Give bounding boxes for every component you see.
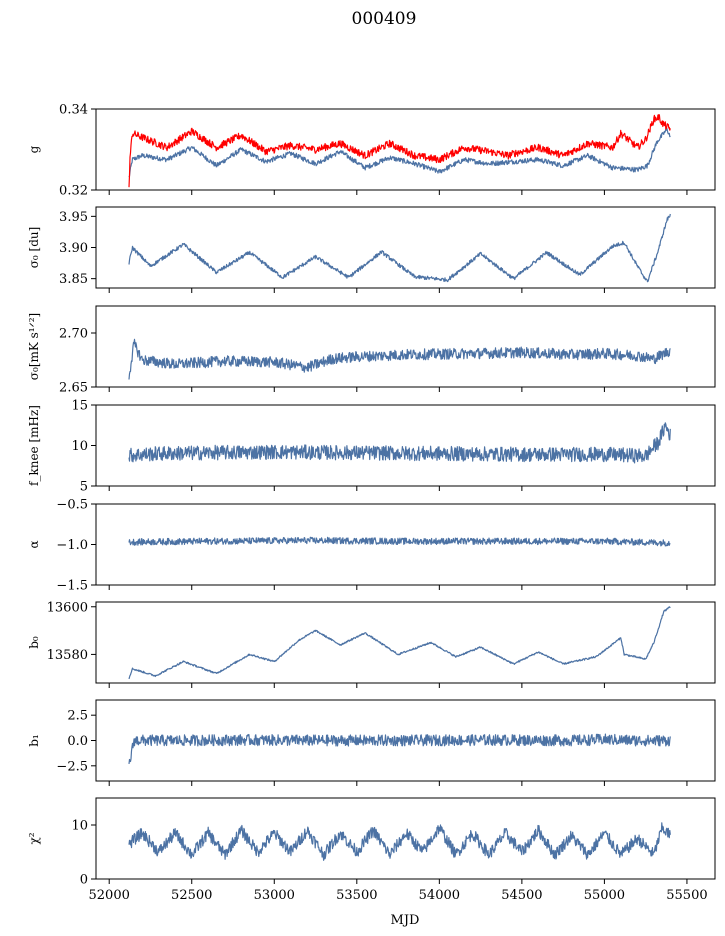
series-fknee xyxy=(128,422,671,464)
y-tick-label-fknee: 10 xyxy=(71,439,88,454)
panel-g: 0.32 0.34 g xyxy=(27,103,716,199)
panels: 0.32 0.34 g 3.85 3.90 3.95 σ₀ [du] 2.65 2.70 σ₀[m… xyxy=(27,103,716,903)
series-b0 xyxy=(128,606,671,680)
y-tick-label-sigma0-du: 3.85 xyxy=(59,272,88,287)
x-tick-label: 55000 xyxy=(584,888,625,903)
series-b1 xyxy=(128,733,671,764)
y-axis-label-b0: b₀ xyxy=(27,636,41,649)
axes-frame-sigma0-mk xyxy=(95,305,716,388)
y-tick-label-alpha: −1.5 xyxy=(56,579,88,594)
y-axis-label-sigma0-mk: σ₀[mK s¹ᐟ²] xyxy=(27,313,41,380)
y-axis-label-sigma0-du: σ₀ [du] xyxy=(27,227,41,269)
panel-sigma0-mk: 2.65 2.70 σ₀[mK s¹ᐟ²] xyxy=(27,305,716,396)
axes-frame-b0 xyxy=(95,601,716,684)
series-sigma0-du xyxy=(128,213,671,283)
x-tick-label: 54500 xyxy=(501,888,542,903)
panel-chi2: 0 10 52000 52500 53000 53500 54000 54500 55000 55… xyxy=(27,797,716,903)
y-tick-label-b1: 2.5 xyxy=(67,709,88,724)
x-tick-label: 53500 xyxy=(336,888,377,903)
y-tick-label-b0: 13580 xyxy=(47,648,88,663)
panel-fknee: 5 10 15 f_knee [mHz] xyxy=(27,399,716,495)
series-alpha xyxy=(128,536,671,547)
series-sigma0-mk xyxy=(128,338,671,380)
axes-frame-chi2 xyxy=(95,797,716,880)
y-axis-label-alpha: α xyxy=(27,540,41,548)
y-tick-label-fknee: 15 xyxy=(71,399,88,414)
y-tick-label-b1: 0.0 xyxy=(67,734,88,749)
y-tick-label-b0: 13600 xyxy=(47,600,88,615)
y-tick-label-alpha: −0.5 xyxy=(56,498,88,513)
y-axis-label-b1: b₁ xyxy=(27,734,41,747)
y-tick-label-chi2: 0 xyxy=(80,873,88,888)
panel-sigma0-du: 3.85 3.90 3.95 σ₀ [du] xyxy=(27,206,716,293)
x-tick-label: 52000 xyxy=(89,888,130,903)
series-chi2 xyxy=(128,822,671,861)
y-tick-label-sigma0-du: 3.95 xyxy=(59,210,88,225)
x-axis-label: MJD xyxy=(391,913,420,928)
y-tick-label-fknee: 5 xyxy=(80,480,88,495)
y-tick-label-sigma0-du: 3.90 xyxy=(59,241,88,256)
y-tick-label-alpha: −1.0 xyxy=(56,538,88,553)
panel-alpha: −1.5 −1.0 −0.5 α xyxy=(27,498,716,594)
y-tick-label-chi2: 10 xyxy=(71,819,88,834)
y-tick-label-sigma0-mk: 2.70 xyxy=(59,327,88,342)
y-axis-label-chi2: χ² xyxy=(27,832,41,844)
y-tick-label-g: 0.32 xyxy=(59,184,88,199)
panel-b0: 13580 13600 b₀ xyxy=(27,600,716,688)
y-axis-label-fknee: f_knee [mHz] xyxy=(27,405,41,486)
x-tick-label: 53000 xyxy=(254,888,295,903)
series-g-red xyxy=(128,114,671,188)
y-tick-label-b1: −2.5 xyxy=(56,759,88,774)
axes-frame-g xyxy=(95,108,716,191)
panel-b1: −2.5 0.0 2.5 b₁ xyxy=(27,699,716,786)
y-tick-label-g: 0.34 xyxy=(59,103,88,118)
y-axis-label-g: g xyxy=(27,145,41,153)
figure-title: 000409 xyxy=(352,9,417,29)
x-tick-label: 52500 xyxy=(171,888,212,903)
x-tick-label: 55500 xyxy=(666,888,707,903)
series-g-blue xyxy=(128,127,671,178)
y-tick-label-sigma0-mk: 2.65 xyxy=(59,381,88,396)
x-tick-label: 54000 xyxy=(419,888,460,903)
